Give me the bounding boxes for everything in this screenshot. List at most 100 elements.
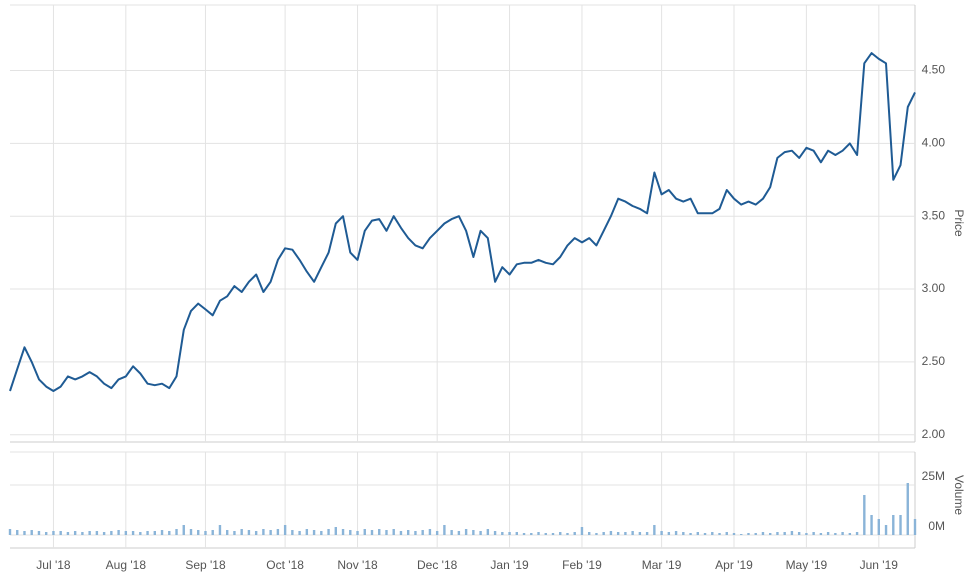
x-tick-label: Nov '18 bbox=[337, 558, 378, 572]
volume-bar bbox=[522, 533, 526, 535]
volume-bar bbox=[81, 532, 84, 535]
volume-bar bbox=[892, 515, 895, 535]
volume-bar bbox=[812, 532, 815, 535]
volume-bar bbox=[305, 529, 309, 535]
volume-bar bbox=[110, 531, 113, 535]
volume-bar bbox=[73, 531, 77, 535]
volume-bar bbox=[334, 527, 337, 535]
volume-bar bbox=[877, 519, 880, 535]
x-tick-label: May '19 bbox=[786, 558, 828, 572]
volume-bar bbox=[501, 532, 504, 535]
volume-bar bbox=[588, 532, 591, 535]
y2-tick-label: 0M bbox=[928, 519, 945, 533]
volume-bar bbox=[674, 531, 678, 535]
volume-bar bbox=[855, 532, 859, 535]
volume-bar bbox=[776, 532, 779, 535]
volume-bar bbox=[160, 530, 164, 535]
volume-bar bbox=[551, 533, 555, 535]
volume-bar bbox=[356, 531, 359, 535]
volume-bar bbox=[37, 531, 41, 535]
volume-bar bbox=[530, 533, 533, 535]
volume-bar bbox=[197, 530, 200, 535]
volume-bar bbox=[450, 530, 453, 535]
volume-bar bbox=[725, 532, 728, 535]
volume-bar bbox=[616, 532, 620, 535]
volume-bar bbox=[624, 532, 627, 535]
y-tick-label: 3.00 bbox=[922, 281, 946, 295]
volume-bar bbox=[146, 531, 149, 535]
y2-axis-label: Volume bbox=[952, 475, 966, 515]
volume-bar bbox=[428, 529, 432, 535]
volume-bar bbox=[175, 529, 178, 535]
volume-bar bbox=[312, 530, 316, 535]
volume-bar bbox=[320, 531, 323, 535]
volume-bar bbox=[414, 531, 417, 535]
volume-bar bbox=[559, 532, 562, 535]
volume-bar bbox=[204, 531, 207, 535]
volume-bar bbox=[262, 529, 265, 535]
volume-bar bbox=[378, 529, 381, 535]
volume-bar bbox=[247, 530, 251, 535]
y-tick-label: 4.00 bbox=[922, 136, 946, 150]
volume-bar bbox=[298, 531, 301, 535]
volume-bar bbox=[16, 530, 19, 535]
volume-bar bbox=[211, 530, 214, 535]
y-tick-label: 2.50 bbox=[922, 354, 946, 368]
volume-bar bbox=[841, 532, 844, 535]
volume-bar bbox=[269, 530, 272, 535]
volume-bar bbox=[363, 529, 366, 535]
volume-bar bbox=[667, 532, 671, 535]
volume-bar bbox=[682, 532, 685, 535]
price-line bbox=[9, 52, 916, 392]
volume-bar bbox=[515, 532, 518, 535]
volume-bar bbox=[421, 530, 424, 535]
volume-bar bbox=[740, 534, 743, 535]
volume-bar bbox=[479, 531, 482, 535]
volume-bar bbox=[754, 533, 757, 535]
volume-bar bbox=[870, 515, 873, 535]
volume-bar bbox=[443, 525, 446, 535]
volume-bar bbox=[537, 532, 540, 535]
y-tick-label: 4.50 bbox=[922, 63, 946, 77]
volume-bar bbox=[124, 531, 128, 535]
volume-bar bbox=[153, 531, 156, 535]
volume-bar bbox=[240, 529, 243, 535]
volume-bar bbox=[168, 531, 171, 535]
volume-bar bbox=[631, 531, 634, 535]
x-tick-label: Aug '18 bbox=[106, 558, 147, 572]
volume-bar bbox=[66, 532, 70, 535]
volume-bar bbox=[102, 532, 106, 535]
volume-bar bbox=[834, 533, 837, 535]
volume-bar bbox=[790, 531, 794, 535]
volume-bar bbox=[131, 531, 135, 535]
y-tick-label: 3.50 bbox=[922, 208, 946, 222]
volume-bar bbox=[703, 533, 707, 535]
volume-bar bbox=[276, 529, 280, 535]
y2-tick-label: 25M bbox=[922, 469, 945, 483]
volume-bar bbox=[435, 531, 439, 535]
volume-bar bbox=[660, 531, 663, 535]
volume-bar bbox=[182, 525, 185, 535]
volume-bar bbox=[696, 532, 699, 535]
volume-bar bbox=[913, 519, 917, 535]
volume-bar bbox=[602, 532, 605, 535]
volume-bar bbox=[291, 530, 294, 535]
volume-bar bbox=[341, 529, 345, 535]
x-tick-label: Sep '18 bbox=[185, 558, 226, 572]
volume-bar bbox=[826, 532, 830, 535]
volume-bar bbox=[848, 533, 852, 535]
volume-bar bbox=[139, 532, 142, 535]
volume-bar bbox=[638, 532, 642, 535]
volume-bar bbox=[653, 525, 656, 535]
volume-bar bbox=[580, 527, 584, 535]
volume-bar bbox=[508, 532, 511, 535]
volume-bar bbox=[117, 530, 120, 535]
volume-bar bbox=[59, 531, 62, 535]
volume-bar bbox=[464, 529, 468, 535]
volume-bar bbox=[226, 530, 229, 535]
volume-bar bbox=[899, 515, 902, 535]
volume-bar bbox=[645, 532, 649, 535]
volume-bar bbox=[392, 529, 395, 535]
volume-bar bbox=[233, 531, 236, 535]
